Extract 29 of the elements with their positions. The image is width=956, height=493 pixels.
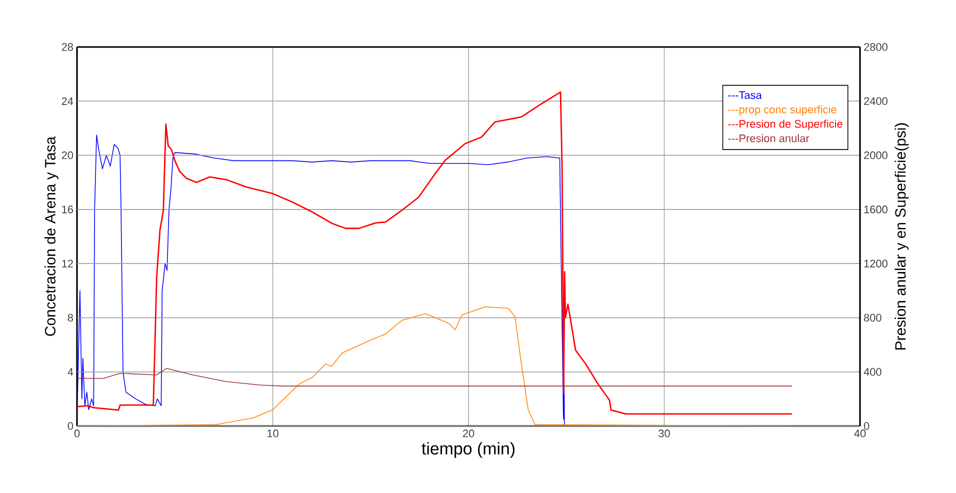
text: ---Tasa bbox=[728, 91, 762, 99]
x-axis-title: tiempo (min) bbox=[422, 442, 514, 458]
y2-tick-label: 1200 bbox=[864, 260, 888, 268]
line-series bbox=[77, 368, 792, 386]
y-tick-label: 4 bbox=[68, 368, 74, 376]
x-tick-label: 0 bbox=[74, 430, 80, 438]
x-tick-label: 20 bbox=[462, 430, 474, 438]
x-tick-label: 40 bbox=[854, 430, 866, 438]
y2-tick-label: 0 bbox=[864, 422, 870, 430]
y-axis-title: Concetracion de Arena y Tasa bbox=[44, 136, 58, 336]
y-tick-label: 8 bbox=[68, 314, 73, 322]
x-tick-label: 30 bbox=[658, 430, 670, 438]
text: ---Presion anular bbox=[728, 134, 810, 142]
text: ---prop conc superficie bbox=[728, 105, 836, 116]
y2-tick-label: 800 bbox=[864, 314, 882, 322]
text: ---Presion de Superficie bbox=[728, 120, 842, 130]
y2-tick-label: 2000 bbox=[864, 151, 888, 160]
y2-tick-label: 2800 bbox=[864, 43, 888, 51]
y-tick-label: 16 bbox=[62, 206, 73, 214]
y-tick-label: 0 bbox=[68, 422, 74, 430]
y-tick-label: 24 bbox=[62, 97, 74, 105]
y2-tick-label: 2400 bbox=[864, 97, 888, 106]
x-tick-label: 10 bbox=[267, 430, 278, 438]
y-tick-label: 12 bbox=[62, 260, 73, 268]
y2-axis-title: Presion anular y en Superficie(psi) bbox=[894, 123, 909, 350]
y2-tick-label: 1600 bbox=[864, 206, 888, 214]
y-tick-label: 20 bbox=[62, 151, 74, 160]
y-tick-label: 28 bbox=[62, 43, 73, 51]
y2-tick-label: 400 bbox=[864, 368, 882, 376]
